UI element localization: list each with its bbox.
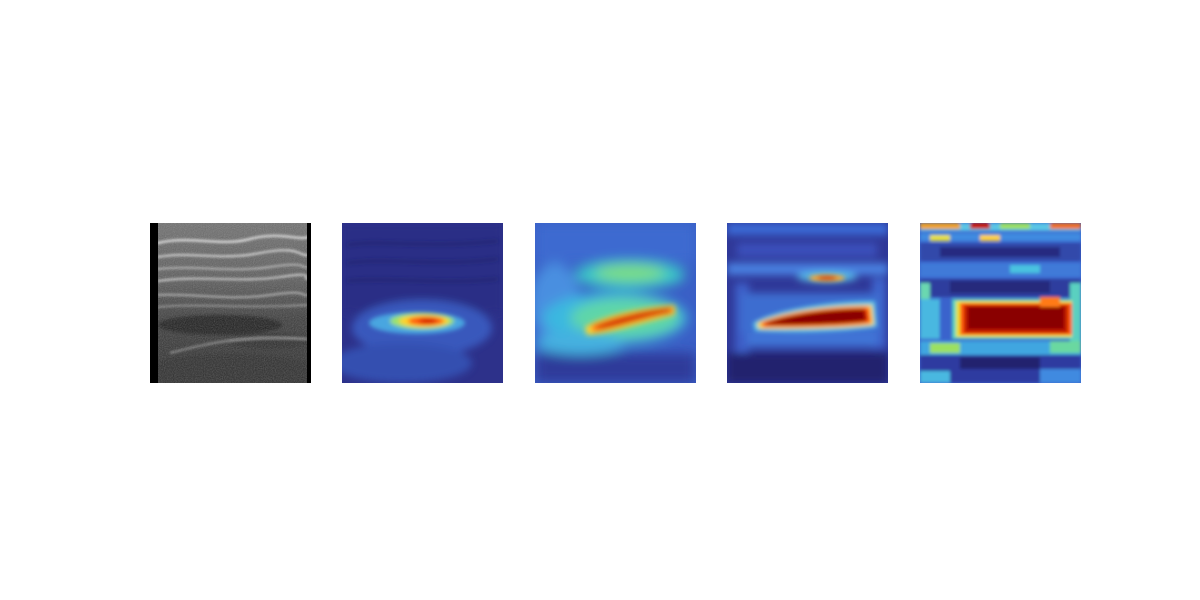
heatmap-graphic-1: [342, 223, 503, 383]
ultrasound-image: [150, 223, 311, 383]
heatmap-panel-2: [535, 223, 696, 383]
heatmap-panel-1: [342, 223, 503, 383]
heatmap-graphic-2: [535, 223, 696, 383]
heatmap-panel-3: [727, 223, 888, 383]
heatmap-graphic-4: [920, 223, 1081, 383]
ultrasound-graphic: [150, 223, 311, 383]
heatmap-graphic-3: [727, 223, 888, 383]
heatmap-panel-4: [920, 223, 1081, 383]
